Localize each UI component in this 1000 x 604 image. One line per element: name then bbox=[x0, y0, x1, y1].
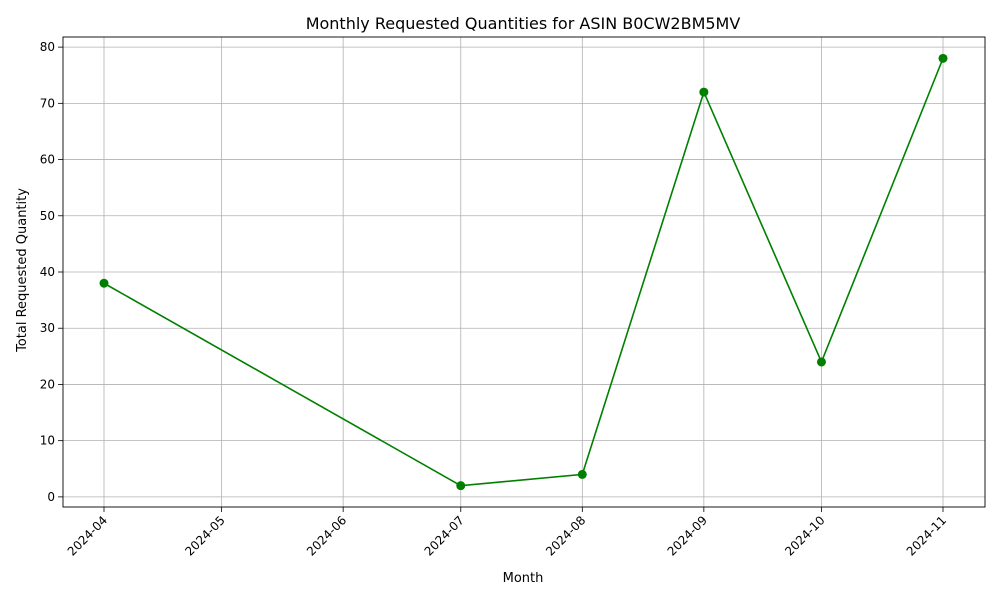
y-tick-label: 80 bbox=[40, 40, 55, 54]
data-point bbox=[456, 481, 466, 491]
data-point bbox=[699, 87, 709, 97]
y-tick-label: 70 bbox=[40, 96, 55, 110]
x-axis-label: Month bbox=[503, 571, 544, 586]
series-group bbox=[99, 53, 948, 491]
data-point bbox=[938, 53, 948, 63]
y-tick-label: 30 bbox=[40, 321, 55, 335]
chart-title: Monthly Requested Quantities for ASIN B0… bbox=[306, 14, 741, 33]
data-point bbox=[816, 357, 826, 367]
y-tick-label: 20 bbox=[40, 377, 55, 391]
y-axis-label: Total Requested Quantity bbox=[15, 188, 30, 353]
data-point bbox=[577, 469, 587, 479]
grid-lines bbox=[63, 37, 985, 507]
series-line bbox=[103, 58, 944, 487]
data-point bbox=[99, 278, 109, 288]
y-tick-label: 50 bbox=[40, 209, 55, 223]
y-tick-label: 10 bbox=[40, 434, 55, 448]
y-axis-ticks: 0 10 20 30 40 50 60 70 80 bbox=[40, 40, 63, 504]
y-tick-label: 60 bbox=[40, 153, 55, 167]
y-tick-label: 0 bbox=[47, 490, 55, 504]
y-tick-label: 40 bbox=[40, 265, 55, 279]
